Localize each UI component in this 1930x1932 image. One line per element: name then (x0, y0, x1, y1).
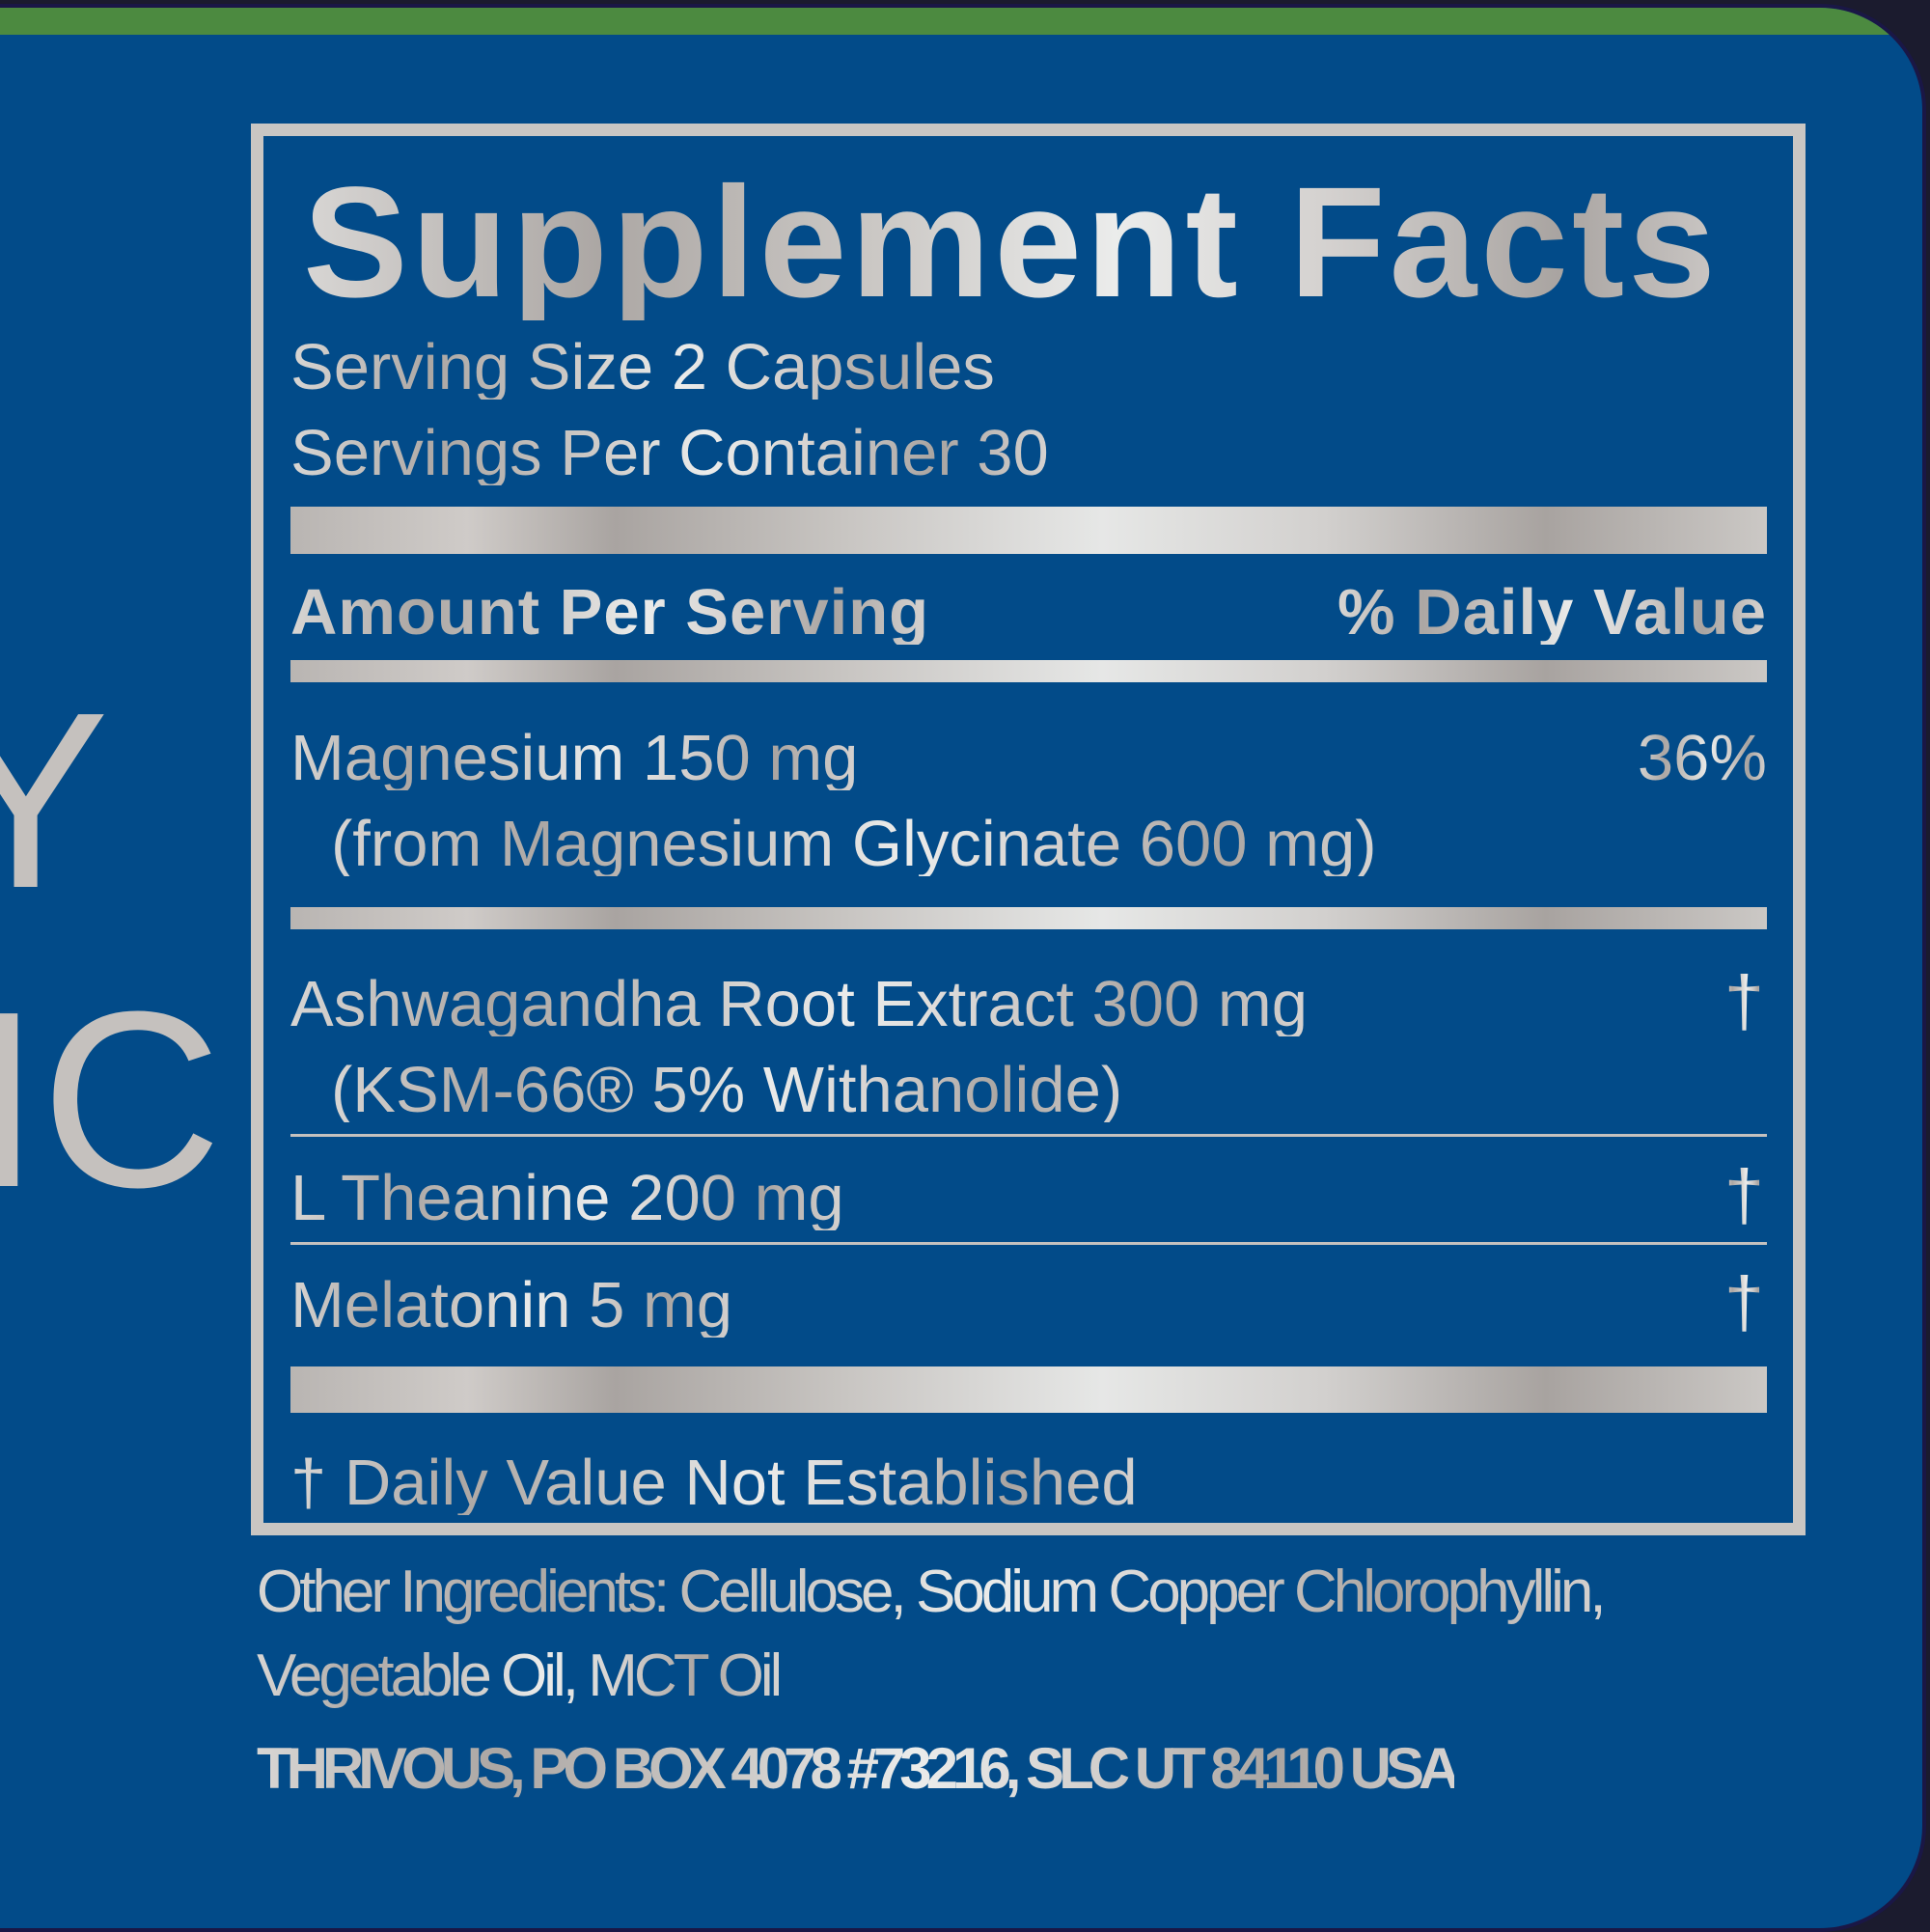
divider-thick (290, 1366, 1767, 1413)
other-ingredients-line-1: Other Ingredients: Cellulose, Sodium Cop… (257, 1559, 1607, 1625)
serving-size: Serving Size 2 Capsules (290, 331, 995, 403)
divider-medium (290, 660, 1767, 682)
footnote: † Daily Value Not Established (290, 1447, 1138, 1519)
header-daily-value: % Daily Value (1337, 576, 1767, 649)
header-amount-per-serving: Amount Per Serving (290, 576, 930, 649)
ingredient-source: (KSM-66® 5% Withanolide) (331, 1054, 1123, 1126)
servings-per-container: Servings Per Container 30 (290, 417, 1049, 489)
other-ingredients-line-2: Vegetable Oil, MCT Oil (257, 1642, 783, 1709)
dagger-mark: † (1723, 1155, 1764, 1235)
divider-thin (290, 1134, 1767, 1137)
company-address: THRIVOUS, PO BOX 4078 #73216, SLC UT 841… (257, 1736, 1460, 1801)
dagger-mark: † (1723, 1262, 1764, 1342)
ingredient-name: Ashwagandha Root Extract 300 mg (290, 968, 1309, 1040)
brand-letter-fragment: Y (0, 661, 110, 941)
ingredient-dv: 36% (1637, 722, 1767, 794)
brand-word-fragment: IC (0, 960, 222, 1240)
supplement-facts-panel: Supplement Facts Serving Size 2 Capsules… (251, 124, 1806, 1535)
dagger-mark: † (1723, 961, 1764, 1041)
ingredient-name: Magnesium 150 mg (290, 722, 859, 794)
ingredient-source: (from Magnesium Glycinate 600 mg) (331, 808, 1377, 880)
divider-thick (290, 507, 1767, 554)
facts-title: Supplement Facts (303, 163, 1779, 320)
ingredient-name: Melatonin 5 mg (290, 1269, 733, 1341)
divider-thin (290, 1242, 1767, 1245)
divider-medium (290, 907, 1767, 929)
label-panel (0, 4, 1926, 1932)
ingredient-name: L Theanine 200 mg (290, 1162, 844, 1234)
top-green-band (0, 8, 1922, 35)
